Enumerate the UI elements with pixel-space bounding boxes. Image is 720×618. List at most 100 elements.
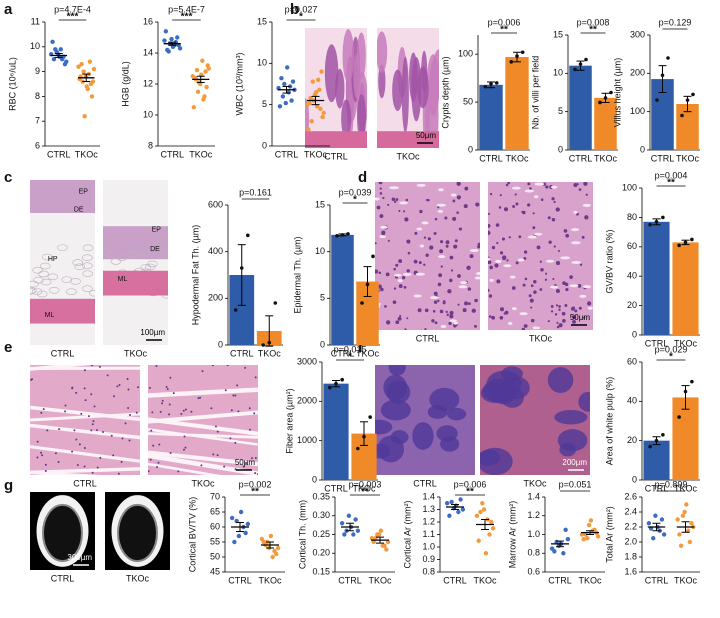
y-axis-label: Cortical Th. (mm) xyxy=(297,500,307,569)
nucleus xyxy=(41,454,44,457)
data-point xyxy=(79,61,84,67)
nucleus xyxy=(197,397,200,400)
nucleus xyxy=(381,233,385,236)
data-point xyxy=(340,233,345,237)
fat-cell xyxy=(70,278,81,285)
nucleus xyxy=(161,399,164,402)
y-tick-label: 100 xyxy=(622,182,637,192)
data-point xyxy=(660,73,665,78)
nucleus xyxy=(90,393,93,396)
vacuole xyxy=(421,221,429,225)
nucleus xyxy=(536,245,541,250)
data-point xyxy=(353,517,358,522)
nucleus xyxy=(423,236,427,239)
data-point xyxy=(579,532,585,537)
nucleus xyxy=(581,235,585,239)
data-point xyxy=(53,47,58,52)
white-pulp xyxy=(377,435,405,463)
data-point xyxy=(204,84,209,90)
nucleus xyxy=(80,412,83,415)
nucleus xyxy=(449,255,454,260)
nucleus xyxy=(406,269,410,273)
p-value: p=4.7E-4 xyxy=(54,4,91,14)
nucleus xyxy=(508,182,511,184)
image-label: CTRL xyxy=(324,151,348,161)
nucleus xyxy=(583,316,586,319)
x-tick-label: CTRL xyxy=(645,338,669,348)
y-tick-label: 0.8 xyxy=(527,548,540,558)
data-point xyxy=(653,513,658,518)
vacuole xyxy=(582,203,592,207)
data-point xyxy=(449,499,454,505)
nucleus xyxy=(504,310,509,315)
y-tick-label: 0.9 xyxy=(422,554,435,564)
nucleus xyxy=(533,290,537,294)
nucleus xyxy=(393,267,396,271)
nucleus xyxy=(403,210,406,213)
data-point xyxy=(651,536,656,541)
vacuole xyxy=(495,259,502,263)
panel-letter: a xyxy=(4,1,13,18)
nucleus xyxy=(180,412,183,415)
annotation: EP xyxy=(152,226,162,233)
nucleus xyxy=(387,203,390,206)
vacuole xyxy=(569,284,579,288)
nucleus xyxy=(508,236,511,239)
nucleus xyxy=(36,440,39,443)
nucleus xyxy=(118,384,121,387)
nucleus xyxy=(40,451,43,454)
nucleus xyxy=(99,456,102,459)
data-point xyxy=(246,233,250,238)
nucleus xyxy=(76,464,79,467)
vacuole xyxy=(438,255,446,259)
nucleus xyxy=(471,308,476,313)
p-value: p=0.161 xyxy=(239,187,272,197)
nucleus xyxy=(558,305,561,308)
vacuole xyxy=(389,186,399,190)
nucleus xyxy=(120,461,123,464)
nucleus xyxy=(453,244,458,249)
image-label: TKOc xyxy=(126,573,150,583)
nucleus xyxy=(232,394,235,397)
data-point xyxy=(243,530,248,536)
data-point xyxy=(483,551,489,556)
y-tick-label: 11 xyxy=(31,16,40,26)
nucleus xyxy=(182,409,185,412)
nucleus xyxy=(556,325,560,329)
data-point xyxy=(335,234,339,238)
nucleus xyxy=(553,245,556,248)
nucleus xyxy=(530,284,534,288)
nucleus xyxy=(564,304,568,307)
nucleus xyxy=(148,470,150,473)
nucleus xyxy=(442,301,446,305)
image-label: CTRL xyxy=(51,573,75,583)
y-axis-label: Marrow Ar (mm²) xyxy=(507,501,517,569)
y-tick-label: 10 xyxy=(315,246,325,256)
data-point xyxy=(378,528,384,533)
x-tick-label: TKOc xyxy=(368,575,392,585)
data-point xyxy=(478,509,483,515)
micrograph xyxy=(377,28,439,148)
nucleus xyxy=(552,277,555,281)
nucleus xyxy=(499,315,504,320)
data-point xyxy=(91,66,97,72)
fat-cell xyxy=(49,286,60,294)
x-tick-label: TKOc xyxy=(505,153,529,163)
x-tick-label: CTRL xyxy=(645,483,669,493)
data-point xyxy=(682,509,687,515)
bar xyxy=(331,234,354,345)
villus xyxy=(342,29,355,83)
vacuole xyxy=(488,257,491,261)
nucleus xyxy=(234,394,237,397)
vacuole xyxy=(437,209,444,213)
p-value: p=0.051 xyxy=(559,479,592,489)
nucleus xyxy=(224,389,227,392)
fat-cell xyxy=(30,287,37,294)
y-tick-label: 0 xyxy=(320,339,325,349)
nucleus xyxy=(452,199,456,203)
villus xyxy=(378,64,386,99)
vacuole xyxy=(587,306,593,310)
data-point xyxy=(578,62,583,66)
scale-label: 300µm xyxy=(67,553,92,562)
nucleus xyxy=(440,265,443,268)
